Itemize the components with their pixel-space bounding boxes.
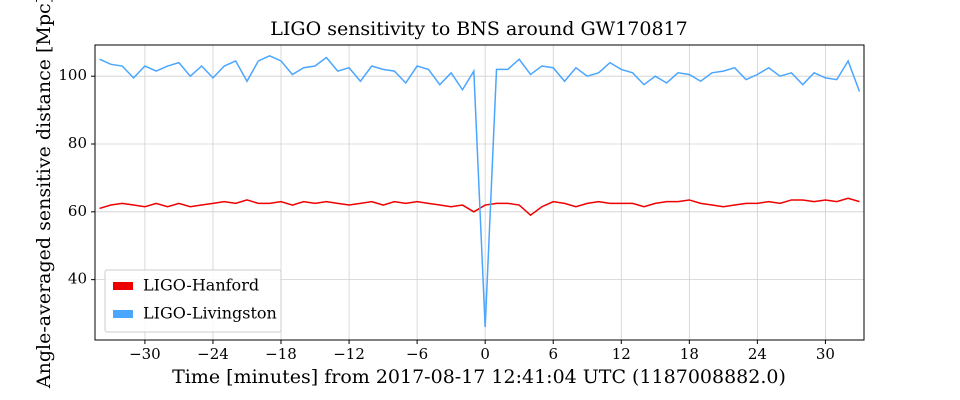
series-line <box>99 55 861 328</box>
x-tick-label: 0 <box>480 345 490 363</box>
y-tick-label: 100 <box>58 66 87 84</box>
y-tick-label: 60 <box>68 202 87 220</box>
legend: LIGO-Hanford LIGO-Livingston <box>104 269 282 333</box>
legend-label: LIGO-Hanford <box>143 276 259 295</box>
x-tick-label: −24 <box>197 345 229 363</box>
x-tick-label: 12 <box>612 345 631 363</box>
x-tick-label: −6 <box>406 345 428 363</box>
x-tick-label: −30 <box>129 345 161 363</box>
chart-title: LIGO sensitivity to BNS around GW170817 <box>270 18 687 40</box>
x-tick-label: −18 <box>265 345 297 363</box>
legend-label: LIGO-Livingston <box>143 304 277 323</box>
y-tick-label: 80 <box>68 134 87 152</box>
x-axis-label: Time [minutes] from 2017-08-17 12:41:04 … <box>172 366 786 388</box>
x-tick-label: 6 <box>548 345 558 363</box>
legend-swatch <box>113 310 133 318</box>
legend-box <box>104 269 282 333</box>
legend-swatch <box>113 282 133 290</box>
y-tick-label: 40 <box>68 270 87 288</box>
x-tick-label: 30 <box>816 345 835 363</box>
x-tick-label: 18 <box>680 345 699 363</box>
x-tick-label: 24 <box>748 345 767 363</box>
y-axis-label: Angle-averaged sensitive distance [Mpc] <box>33 0 55 389</box>
x-tick-label: −12 <box>333 345 365 363</box>
plot-frame <box>94 44 865 341</box>
